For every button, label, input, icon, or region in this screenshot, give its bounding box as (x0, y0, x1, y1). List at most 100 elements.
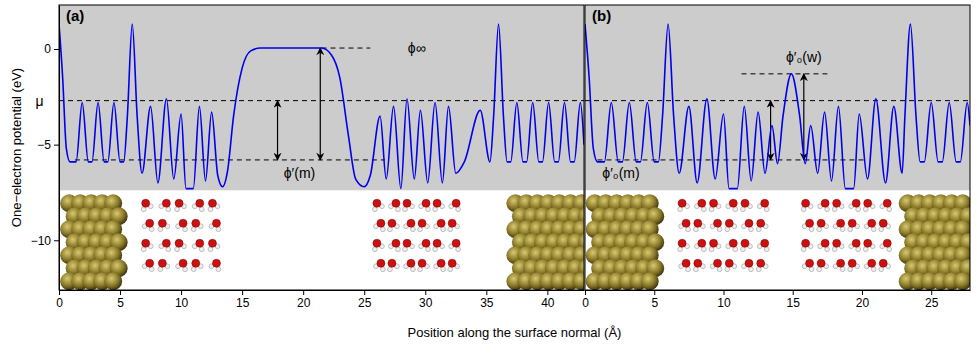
water-oxygen (848, 219, 856, 227)
water-hydrogen (725, 227, 730, 232)
water-hydrogen (141, 247, 146, 252)
water-oxygen (392, 199, 400, 207)
water-hydrogen (756, 227, 761, 232)
water-oxygen (196, 199, 204, 207)
water-oxygen (821, 199, 829, 207)
water-oxygen (192, 219, 200, 227)
metal-atom (572, 272, 584, 290)
x-tick-mark (862, 290, 863, 295)
x-tick-label: 5 (117, 296, 124, 310)
x-tick-label: 0 (582, 296, 589, 310)
water-hydrogen (396, 247, 401, 252)
water-oxygen (433, 239, 441, 247)
water-hydrogen (149, 227, 154, 232)
water-oxygen (714, 259, 722, 267)
water-oxygen (437, 219, 445, 227)
x-tick-mark (120, 290, 121, 295)
water-hydrogen (764, 247, 769, 252)
water-hydrogen (418, 267, 423, 272)
water-oxygen (142, 239, 150, 247)
water-hydrogen (216, 227, 221, 232)
water-oxygen (208, 199, 216, 207)
water-oxygen (418, 259, 426, 267)
water-oxygen (175, 199, 183, 207)
water-oxygen (848, 259, 856, 267)
x-tick-mark (931, 290, 932, 295)
water-oxygen (452, 239, 460, 247)
water-hydrogen (686, 267, 691, 272)
water-oxygen (864, 239, 872, 247)
y-tick: −5 (37, 138, 59, 152)
x-tick-label: 30 (419, 296, 433, 310)
x-tick-label: 15 (236, 296, 250, 310)
water-oxygen (433, 199, 441, 207)
level-label: μ (35, 93, 43, 109)
water-hydrogen (709, 207, 714, 212)
water-hydrogen (381, 267, 386, 272)
level-line (597, 159, 867, 160)
water-hydrogen (141, 207, 146, 212)
x-axis-line (60, 290, 585, 291)
x-tick: 20 (856, 290, 870, 310)
y-axis-line (59, 6, 60, 291)
water-hydrogen (887, 207, 892, 212)
water-oxygen (208, 239, 216, 247)
water-hydrogen (448, 267, 453, 272)
water-hydrogen (832, 207, 837, 212)
water-oxygen (146, 259, 154, 267)
water-oxygen (179, 219, 187, 227)
water-hydrogen (678, 207, 683, 212)
level-line (322, 48, 371, 49)
x-axis-title: Position along the surface normal (Å) (408, 325, 622, 340)
water-hydrogen (149, 267, 154, 272)
plot-frame (585, 5, 970, 290)
water-hydrogen (848, 267, 853, 272)
panel-label: (a) (66, 7, 84, 24)
water-hydrogen (701, 207, 706, 212)
water-oxygen (761, 199, 769, 207)
x-tick-mark (547, 290, 548, 295)
x-tick: 0 (56, 290, 63, 310)
water-hydrogen (725, 267, 730, 272)
water-oxygen (729, 199, 737, 207)
y-tick-label: −5 (37, 138, 51, 152)
panel-texts: (b)ϕ′₀(w)ϕ′₀(m) (592, 7, 822, 181)
water-oxygen (192, 259, 200, 267)
water-hydrogen (863, 247, 868, 252)
water-hydrogen (433, 207, 438, 212)
level-line (59, 100, 584, 101)
water-hydrogen (749, 227, 754, 232)
water-oxygen (175, 239, 183, 247)
water-oxygen (212, 259, 220, 267)
water-oxygen (837, 259, 845, 267)
water-hydrogen (840, 267, 845, 272)
water-oxygen (403, 199, 411, 207)
y-tick-label: −10 (31, 234, 52, 248)
water-hydrogen (403, 247, 408, 252)
level-line (585, 100, 970, 101)
x-tick-label: 40 (541, 296, 555, 310)
panel: 0510152025(b)ϕ′₀(w)ϕ′₀(m) (582, 5, 977, 310)
x-tick-mark (181, 290, 182, 295)
water-oxygen (678, 199, 686, 207)
water-oxygen (407, 259, 415, 267)
water-hydrogen (871, 267, 876, 272)
y-axis: −10−50 (31, 6, 60, 291)
water-oxygen (833, 199, 841, 207)
potential-curve (59, 24, 584, 188)
water-oxygen (448, 259, 456, 267)
water-hydrogen (749, 267, 754, 272)
water-oxygen (373, 239, 381, 247)
energy-arrow (277, 101, 278, 160)
water-hydrogen (441, 227, 446, 232)
water-oxygen (142, 199, 150, 207)
water-hydrogen (741, 247, 746, 252)
x-tick: 25 (358, 290, 372, 310)
water-oxygen (422, 239, 430, 247)
water-hydrogen (456, 247, 461, 252)
water-hydrogen (817, 267, 822, 272)
x-tick-label: 20 (297, 296, 311, 310)
x-tick-label: 15 (787, 296, 801, 310)
water-hydrogen (208, 247, 213, 252)
water-hydrogen (817, 227, 822, 232)
